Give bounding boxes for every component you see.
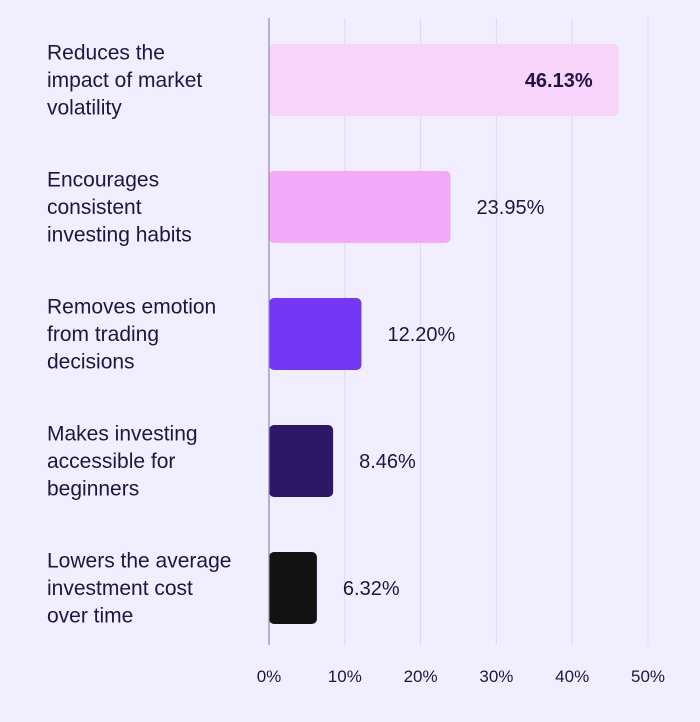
bar [269, 44, 619, 116]
value-label: 8.46% [359, 451, 416, 473]
category-label: Encourages consistent investing habits [47, 169, 192, 247]
grid-lines [344, 18, 649, 645]
category-label-line: consistent [47, 196, 142, 219]
category-label-line: investment cost [47, 577, 193, 600]
value-label: 46.13% [525, 70, 593, 92]
category-label-line: accessible for [47, 450, 175, 473]
x-tick-label: 40% [555, 667, 589, 686]
category-label-line: volatility [47, 97, 122, 120]
value-labels: 46.13% 23.95% 12.20% 8.46% 6.32% [343, 70, 593, 600]
bar [269, 171, 451, 243]
bars [269, 44, 619, 624]
value-label: 12.20% [387, 324, 455, 346]
bar [269, 552, 317, 624]
value-label: 6.32% [343, 578, 400, 600]
category-label-line: beginners [47, 478, 139, 501]
bar [269, 425, 334, 497]
x-tick-label: 50% [631, 667, 665, 686]
category-label-line: Reduces the [47, 42, 165, 65]
x-tick-label: 20% [404, 667, 438, 686]
category-label-line: investing habits [47, 224, 192, 247]
category-label-line: Removes emotion [47, 296, 216, 319]
bar [269, 298, 362, 370]
category-label-line: from trading [47, 323, 159, 346]
category-label-line: impact of market [47, 69, 202, 92]
category-label-line: Makes investing [47, 423, 198, 446]
x-tick-labels: 0% 10% 20% 30% 40% 50% [257, 667, 665, 686]
category-label-line: over time [47, 605, 133, 628]
x-tick-label: 10% [328, 667, 362, 686]
category-label: Reduces the impact of market volatility [47, 42, 202, 120]
x-tick-label: 0% [257, 667, 282, 686]
category-label-line: Encourages [47, 169, 159, 192]
category-label: Lowers the average investment cost over ti… [47, 550, 231, 628]
value-label: 23.95% [477, 197, 545, 219]
category-label-line: decisions [47, 351, 135, 374]
category-label: Removes emotion from trading decisions [47, 296, 216, 374]
category-label-line: Lowers the average [47, 550, 231, 573]
x-tick-label: 30% [479, 667, 513, 686]
category-label: Makes investing accessible for beginners [47, 423, 198, 501]
category-labels: Reduces the impact of market volatility Enc… [47, 42, 231, 628]
